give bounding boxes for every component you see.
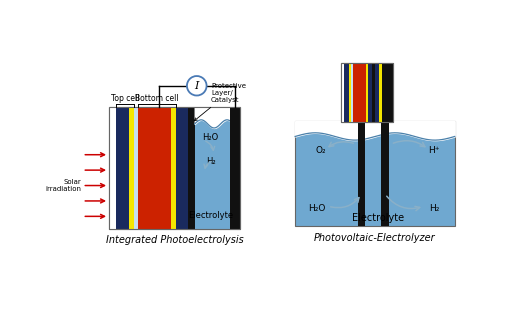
FancyArrowPatch shape (204, 161, 211, 168)
Bar (138, 107, 171, 228)
Text: Photovoltaic-Electrolyzer: Photovoltaic-Electrolyzer (314, 233, 436, 243)
FancyArrowPatch shape (329, 142, 353, 147)
Bar (116, 107, 129, 228)
Bar (366, 63, 367, 122)
Text: H₂O: H₂O (308, 204, 325, 213)
Bar (381, 122, 389, 227)
FancyArrowPatch shape (331, 198, 359, 208)
Text: Electrolyte: Electrolyte (352, 213, 404, 222)
Text: Solar
irradiation: Solar irradiation (45, 179, 81, 192)
Bar (382, 63, 392, 122)
Bar (230, 107, 240, 228)
Text: I: I (195, 81, 199, 91)
Bar (353, 63, 366, 122)
Bar (375, 63, 380, 122)
Text: Protective
Layer/
Catalyst: Protective Layer/ Catalyst (194, 83, 246, 121)
Bar (342, 63, 392, 122)
Bar (129, 107, 134, 228)
Text: Integrated Photoelectrolysis: Integrated Photoelectrolysis (106, 234, 243, 245)
Bar (195, 107, 240, 228)
Bar (372, 63, 375, 122)
Bar (344, 63, 349, 122)
Text: H₂: H₂ (206, 157, 215, 166)
Bar (295, 121, 455, 227)
Bar (134, 107, 138, 228)
FancyArrowPatch shape (393, 141, 425, 147)
Text: Top cell: Top cell (111, 94, 139, 103)
Bar (342, 63, 344, 122)
Text: H₂O: H₂O (202, 133, 219, 142)
Text: H⁺: H⁺ (428, 146, 439, 155)
Text: H₂: H₂ (429, 204, 439, 213)
Bar (109, 107, 116, 228)
Bar (367, 63, 372, 122)
FancyArrowPatch shape (386, 196, 420, 211)
Circle shape (187, 76, 206, 95)
Bar (351, 63, 353, 122)
Text: Bottom cell: Bottom cell (135, 94, 179, 103)
Text: Electrolyte: Electrolyte (188, 211, 233, 220)
Bar (171, 107, 176, 228)
Bar (342, 63, 392, 122)
Bar (109, 107, 240, 228)
Bar (358, 122, 365, 227)
Bar (349, 63, 351, 122)
Bar (109, 107, 240, 228)
Bar (176, 107, 187, 228)
Bar (380, 63, 382, 122)
FancyArrowPatch shape (206, 141, 215, 150)
Bar (187, 107, 195, 228)
Text: O₂: O₂ (315, 146, 326, 155)
